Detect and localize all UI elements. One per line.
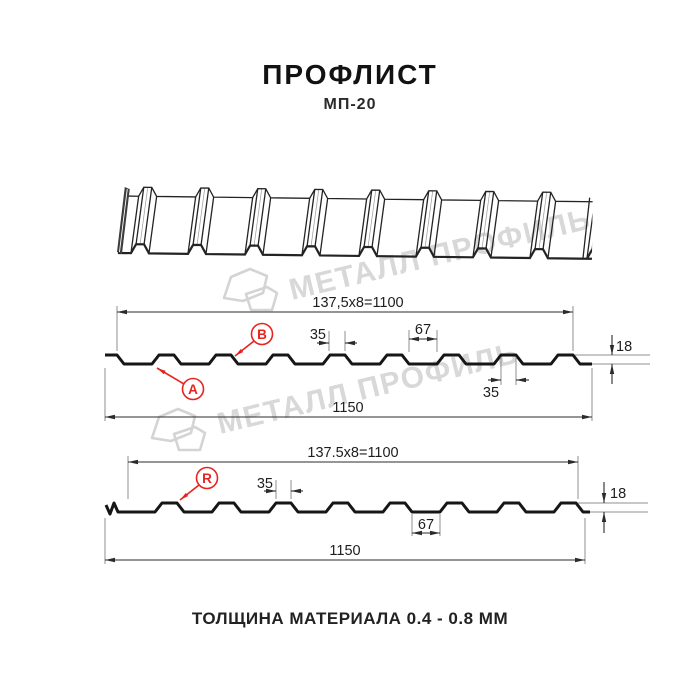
- dim-pitch-top: 137,5x8=1100: [312, 295, 403, 311]
- profile-outline: [105, 353, 592, 366]
- dim-height-top: 18: [616, 339, 632, 355]
- material-thickness-note: ТОЛЩИНА МАТЕРИАЛА 0.4 - 0.8 ММ: [191, 609, 509, 628]
- dim-pitch-bottom: 137.5x8=1100: [307, 445, 398, 461]
- brand-logo-icon: [222, 267, 279, 312]
- dim-overall-top: 1150: [332, 400, 363, 416]
- cross-section-top: 137,5x8=1100 1150 35 67 35 18 А В: [104, 295, 650, 421]
- callout-b-label: В: [257, 327, 267, 342]
- callout-r-label: R: [202, 471, 212, 486]
- callout-b-circle: [250, 322, 274, 346]
- dim-valley-top: 67: [415, 322, 431, 338]
- dim-height-bottom: 18: [610, 486, 626, 502]
- callout-r-circle: [195, 466, 219, 490]
- dim-rib-top: 35: [257, 476, 273, 492]
- dim-rib-bottom: 35: [483, 385, 499, 401]
- brand-logo-icon: [150, 407, 207, 452]
- dim-overall-bottom: 1150: [329, 543, 360, 559]
- watermark-text: МЕТАЛЛ ПРОФИЛЬ: [214, 337, 522, 441]
- cross-section-bottom: 137.5x8=1100 1150 35 67 18 R: [104, 445, 648, 564]
- profile-model-subtitle: МП-20: [323, 96, 377, 113]
- dim-rib-top: 35: [310, 327, 326, 343]
- callout-a-circle: [181, 377, 205, 401]
- callout-a-label: А: [188, 382, 198, 397]
- sheet-3d-view: [116, 186, 593, 261]
- profile-outline: [104, 501, 590, 516]
- dim-valley: 67: [418, 517, 434, 533]
- page-title: ПРОФЛИСТ: [262, 59, 438, 90]
